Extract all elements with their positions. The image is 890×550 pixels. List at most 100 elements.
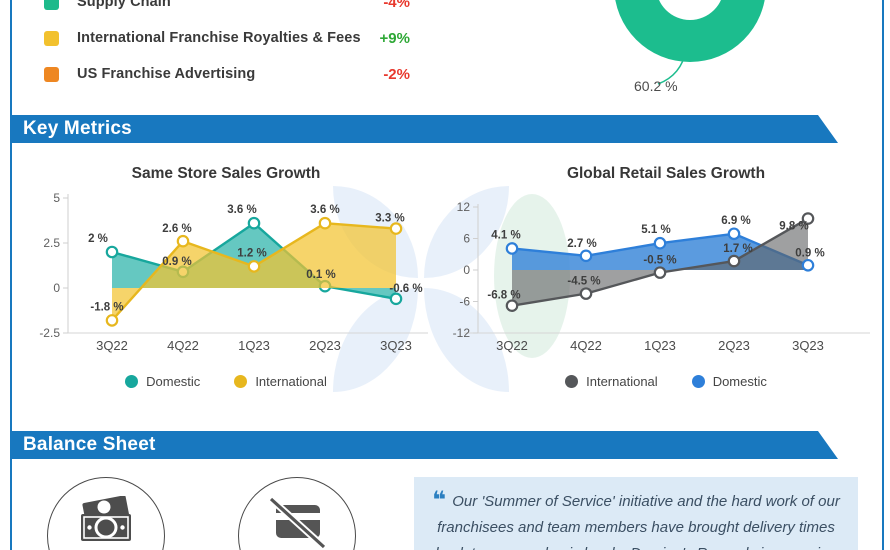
y-tick-label: 0 [463, 263, 470, 277]
data-point-marker [505, 242, 519, 255]
data-point-marker [727, 227, 741, 241]
area-fill [512, 218, 808, 306]
data-point-label: -4.5 % [567, 276, 600, 288]
data-point-label: 3.3 % [375, 213, 404, 225]
credit-card-slash-icon [238, 477, 356, 550]
global-retail-sales-chart: Global Retail Sales Growth 12 6 0 -6 -12 3Q22… [450, 160, 882, 405]
legend-item: Domestic [691, 374, 767, 389]
list-item: International Franchise Royalties & Fees… [44, 29, 410, 47]
legend-swatch-icon [44, 66, 59, 82]
donut-slice-label: 60.2 % [634, 78, 678, 94]
quote-mark-icon: ❝ [432, 487, 447, 514]
chart-title: Global Retail Sales Growth [566, 165, 766, 182]
legend-swatch-icon [44, 30, 59, 46]
chart-legend: Domestic International [10, 374, 442, 389]
same-store-sales-chart: Same Store Sales Growth 5 2.5 0 -2.5 3Q22 4Q2… [10, 160, 442, 405]
list-item: Supply Chain -4% [44, 0, 410, 11]
legend-item: International [565, 374, 658, 389]
data-point-marker [579, 249, 593, 263]
legend-item: International [234, 374, 327, 389]
data-point-label: 6.9 % [721, 215, 750, 227]
legend-dot-icon [565, 375, 579, 388]
x-tick-label: 1Q23 [238, 338, 270, 353]
legend-dot-icon [691, 375, 705, 388]
donut-leader-line [657, 49, 687, 85]
data-point-marker [105, 245, 119, 259]
y-tick-label: 0 [53, 281, 60, 295]
x-tick-label: 2Q23 [309, 338, 341, 353]
data-point-label: -6.8 % [487, 290, 520, 302]
data-point-label: 0.9 % [795, 247, 824, 259]
data-point-label: 0.1 % [306, 269, 335, 281]
data-point-marker [801, 212, 815, 225]
x-tick-label: 3Q22 [96, 338, 128, 353]
x-tick-label: 1Q23 [644, 338, 676, 353]
data-point-label: 1.7 % [723, 243, 752, 255]
cash-icon [47, 477, 165, 550]
data-point-label: -0.6 % [389, 283, 422, 295]
legend-label: Domestic [712, 374, 767, 389]
y-tick-label: 5 [53, 191, 60, 205]
data-point-marker [176, 234, 190, 248]
data-point-marker [247, 260, 261, 273]
change-value: -2% [383, 65, 410, 83]
chart-title: Same Store Sales Growth [131, 165, 321, 182]
legend-label: International [255, 374, 327, 389]
y-tick-label: -12 [453, 326, 471, 340]
chart-canvas: 12 6 0 -6 -12 3Q22 4Q22 1Q23 2Q23 3Q23 4.1 % 2.7 % 5… [453, 200, 870, 353]
section-title: Key Metrics [23, 118, 132, 139]
data-point-marker [389, 222, 403, 235]
data-point-label: 1.2 % [237, 247, 266, 259]
x-tick-label: 4Q22 [570, 338, 602, 353]
legend-dot-icon [234, 375, 248, 388]
legend-label: International Franchise Royalties & Fees [77, 30, 361, 46]
quote-text: ❝ Our 'Summer of Service' initiative and … [430, 489, 842, 550]
legend-label: International [586, 374, 658, 389]
data-point-label: 0.9 % [162, 256, 191, 268]
ceo-quote-block: ❝ Our 'Summer of Service' initiative and … [414, 477, 858, 550]
x-tick-label: 3Q23 [792, 338, 824, 353]
x-tick-label: 2Q23 [718, 338, 750, 353]
data-point-marker [653, 266, 667, 279]
y-tick-label: 6 [463, 232, 470, 246]
data-point-marker [247, 216, 261, 230]
data-point-label: 3.6 % [227, 204, 256, 216]
chart-canvas: 5 2.5 0 -2.5 3Q22 4Q22 1Q23 2Q23 3Q23 2 % 0.9 % 3.6… [39, 191, 428, 353]
y-tick-label: 2.5 [43, 236, 60, 250]
data-point-label: 5.1 % [641, 224, 670, 236]
data-point-label: 3.6 % [310, 204, 339, 216]
section-header-balance-sheet: Balance Sheet [11, 431, 838, 459]
data-point-label: 9.8 % [779, 221, 808, 233]
y-tick-label: 12 [457, 200, 471, 214]
list-item: US Franchise Advertising -2% [44, 65, 410, 83]
y-tick-label: -2.5 [39, 326, 60, 340]
legend-label: Domestic [146, 374, 201, 389]
data-point-label: 2.6 % [162, 223, 191, 235]
data-point-label: -1.8 % [90, 301, 123, 313]
legend-label: Supply Chain [77, 0, 171, 10]
change-value: -4% [383, 0, 410, 11]
x-tick-label: 3Q22 [496, 338, 528, 353]
data-point-marker [318, 216, 332, 230]
legend-dot-icon [125, 375, 139, 388]
x-tick-label: 3Q23 [380, 338, 412, 353]
data-point-label: 2.7 % [567, 238, 596, 250]
x-tick-label: 4Q22 [167, 338, 199, 353]
section-header-key-metrics: Key Metrics [11, 115, 838, 143]
legend-swatch-icon [44, 0, 59, 10]
y-tick-label: -6 [459, 295, 470, 309]
section-title: Balance Sheet [23, 434, 156, 455]
quote-body: Our 'Summer of Service' initiative and t… [435, 493, 840, 550]
donut-hole [656, 0, 724, 20]
right-border [882, 0, 884, 550]
data-point-marker [389, 292, 403, 306]
revenue-legend: Supply Chain -4% International Franchise… [44, 0, 410, 102]
data-point-marker [727, 254, 741, 268]
data-point-marker [579, 287, 593, 300]
data-point-marker [105, 314, 119, 327]
legend-item: Domestic [125, 374, 200, 389]
data-point-label: -0.5 % [643, 255, 676, 267]
data-point-label: 4.1 % [491, 229, 520, 241]
change-value: +9% [379, 29, 410, 47]
